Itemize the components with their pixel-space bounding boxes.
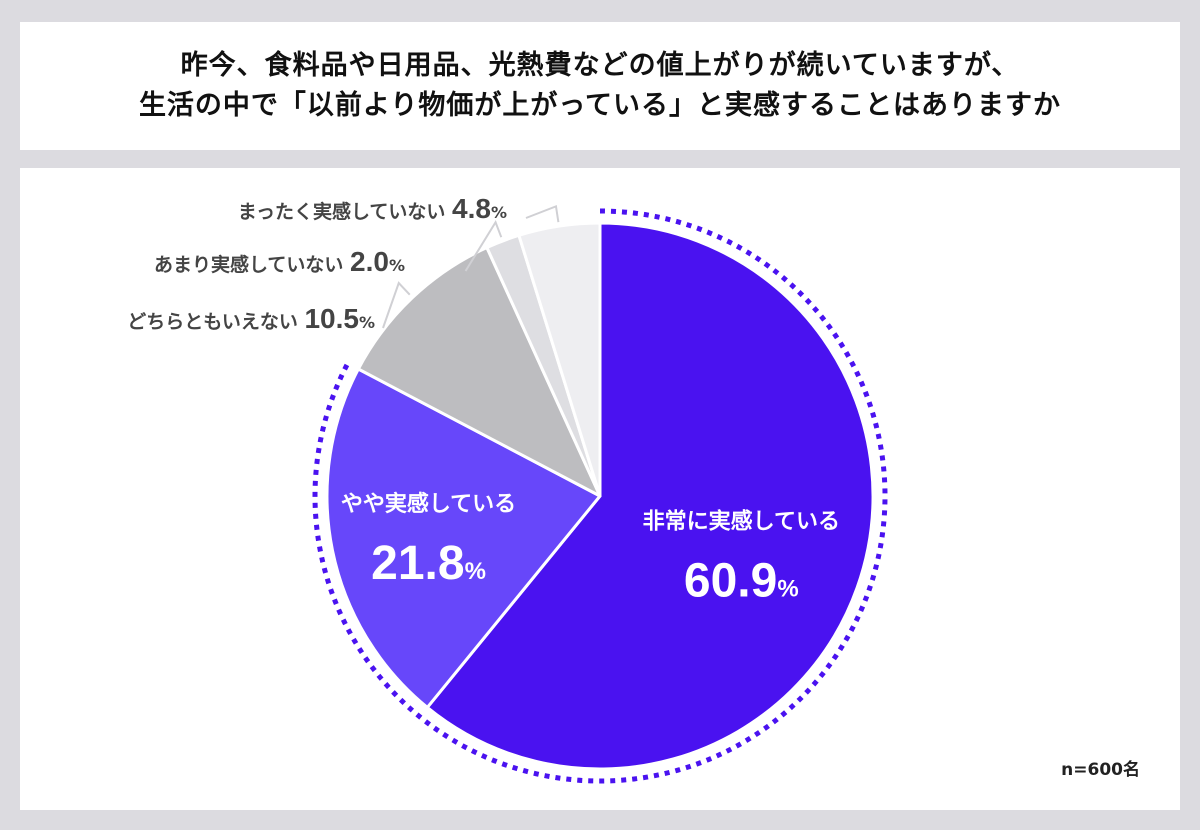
pie-slice-2 (356, 246, 602, 498)
slice-outside-label-2: どちらともいえない 10.5% (127, 303, 375, 334)
slice-value-unit-0: % (777, 575, 798, 602)
slice-label-4: まったく実感していない (238, 200, 452, 223)
slice-value-number-2: 10.5 (304, 303, 359, 334)
pie-slice-1 (325, 367, 602, 709)
leader-line-4 (525, 204, 560, 223)
slice-label-3: あまり実感していない (154, 253, 350, 276)
slice-outside-label-4: まったく実感していない 4.8% (238, 193, 507, 224)
leader-line-2 (382, 281, 411, 329)
highlight-outline (312, 208, 888, 784)
pie-slice-0 (425, 221, 875, 771)
title-panel: 昨今、食料品や日用品、光熱費などの値上がりが続いていますが、 生活の中で「以前よ… (20, 22, 1180, 150)
slice-value-number-3: 2.0 (350, 246, 389, 277)
slice-value-number-1: 21.8 (371, 537, 464, 590)
slice-value-number-4: 4.8 (452, 193, 491, 224)
slice-value-number-0: 60.9 (684, 554, 777, 607)
chart-title-line-2: 生活の中で「以前より物価が上がっている」と実感することはありますか (138, 90, 1062, 121)
chart-title-line-1: 昨今、食料品や日用品、光熱費などの値上がりが続いていますが、 (180, 50, 1020, 81)
pie-slice-4 (517, 221, 602, 498)
sample-size-label: n=600名 (1061, 760, 1140, 780)
slice-value-0: 60.9% (684, 554, 799, 607)
slice-value-unit-1: % (465, 558, 486, 585)
slice-label-1: やや実感している (341, 491, 516, 517)
leader-line-3 (464, 219, 503, 272)
slice-value-unit-4: % (491, 203, 507, 222)
chart-panel: 非常に実感している 60.9% やや実感している 21.8% どちらともいえない 10.… (20, 168, 1180, 810)
slice-label-2: どちらともいえない (127, 311, 304, 333)
slice-value-1: 21.8% (371, 537, 486, 590)
slice-value-unit-2: % (359, 313, 375, 332)
slice-label-0: 非常に実感している (643, 508, 840, 534)
slice-value-unit-3: % (389, 256, 405, 275)
slice-outside-label-3: あまり実感していない 2.0% (154, 246, 405, 277)
